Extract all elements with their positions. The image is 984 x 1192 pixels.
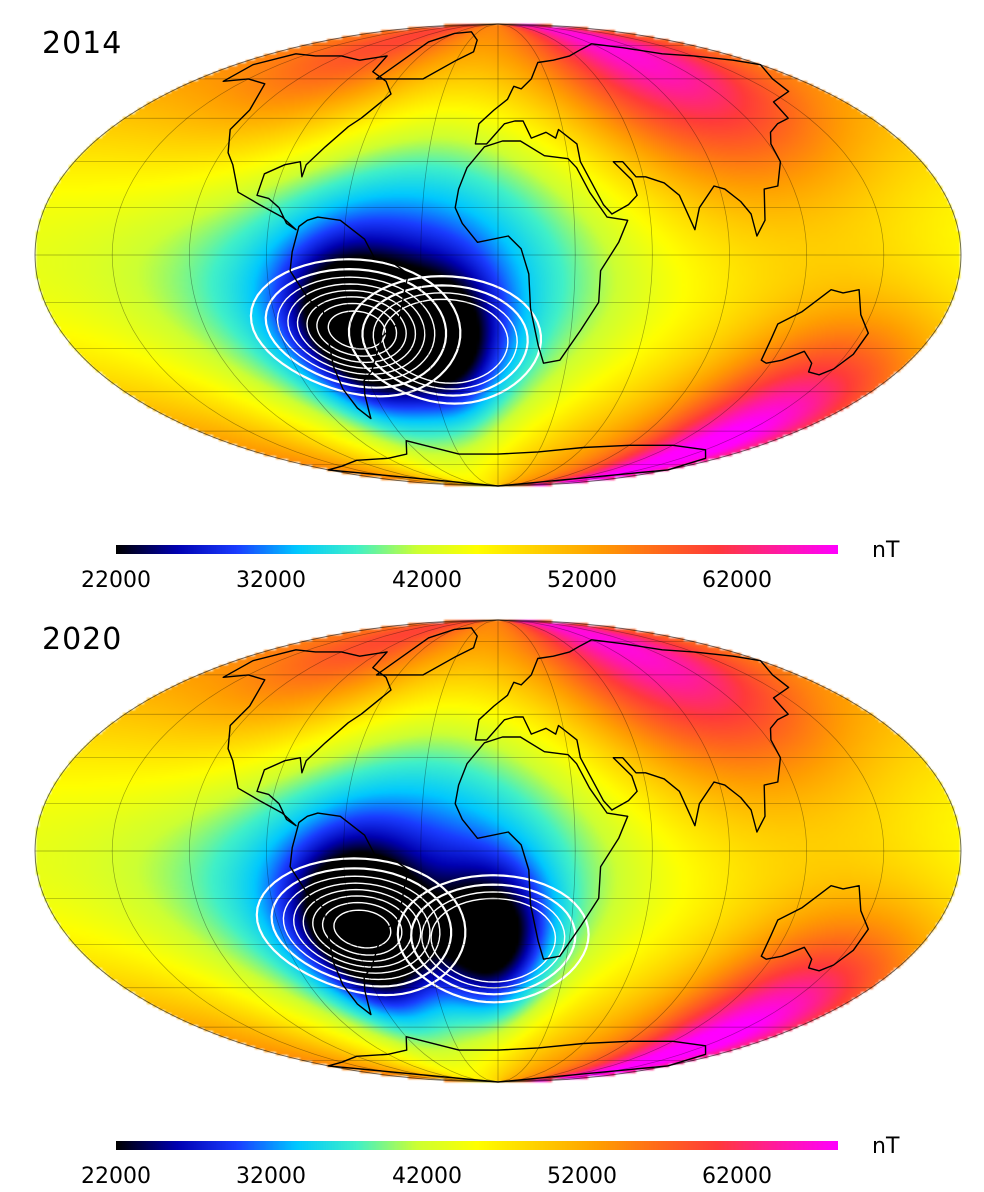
colorbar-tick: 32000 [236, 1164, 306, 1189]
map-panel-2014: 2014 nT 22000 32000 42000 52000 62000 [0, 0, 984, 593]
anomaly-contour [306, 296, 407, 364]
anomaly-contour [296, 289, 417, 370]
anomaly-contour [282, 875, 441, 981]
anomaly-contour [302, 888, 422, 968]
colorbar-tick: 42000 [392, 1164, 462, 1189]
globe-outline [34, 23, 962, 487]
colorbar-unit: nT [872, 1134, 900, 1159]
coastlines [222, 31, 869, 487]
anomaly-contour [270, 867, 453, 988]
anomaly-contour [249, 258, 462, 398]
globe-outline [34, 619, 962, 1083]
colorbar-tick: 42000 [392, 568, 462, 593]
anomaly-contour [312, 895, 413, 963]
map-panel-2020: 2020 nT 22000 32000 42000 52000 62000 [0, 596, 984, 1192]
year-label: 2014 [42, 26, 123, 61]
anomaly-contour [255, 857, 467, 997]
colorbar-tick: 52000 [547, 1164, 617, 1189]
anomaly-contour [333, 909, 392, 949]
colorbar-tick: 52000 [547, 568, 617, 593]
anomaly-contour [396, 874, 590, 1004]
year-label: 2020 [42, 622, 123, 657]
colorbar [116, 545, 838, 554]
anomaly-contour [347, 274, 542, 405]
field-raster [0, 596, 984, 1106]
colorbar-tick: 22000 [81, 1164, 151, 1189]
anomaly-contour [321, 901, 403, 956]
anomaly-contour [287, 283, 426, 376]
anomaly-contour [292, 882, 431, 974]
colorbar-tick: 62000 [702, 1164, 772, 1189]
anomaly-contour [430, 897, 557, 983]
field-map [0, 596, 984, 1106]
colorbar-tick: 32000 [236, 568, 306, 593]
colorbar [116, 1141, 838, 1150]
coastlines [222, 627, 869, 1083]
colorbar-unit: nT [872, 538, 900, 563]
anomaly-contour [381, 298, 509, 384]
colorbar-tick: 22000 [81, 568, 151, 593]
field-raster [0, 0, 984, 510]
colorbar-tick: 62000 [702, 568, 772, 593]
anomaly-contour [372, 292, 518, 390]
field-map [0, 0, 984, 510]
anomaly-contour [410, 883, 577, 996]
anomaly-contour [316, 302, 398, 357]
anomaly-contour [361, 284, 529, 397]
